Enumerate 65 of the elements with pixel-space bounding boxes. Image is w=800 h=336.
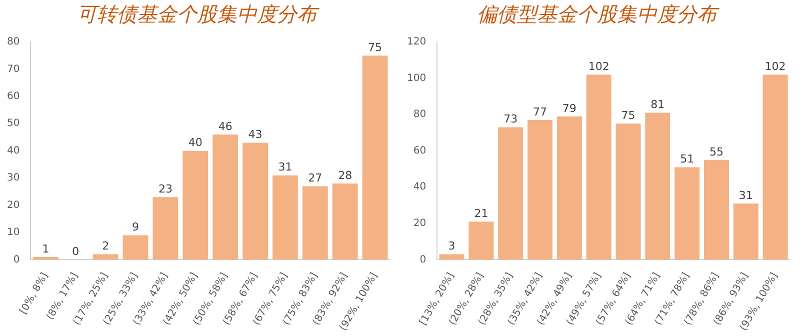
data-label: 102 — [588, 60, 610, 74]
bar — [92, 254, 118, 260]
bar — [468, 222, 494, 260]
bar — [362, 56, 388, 260]
bar — [674, 167, 700, 260]
y-tick-label: 100 — [406, 72, 426, 84]
data-label: 27 — [308, 172, 322, 185]
bar — [762, 74, 788, 260]
bar — [733, 203, 758, 260]
bar — [302, 186, 328, 260]
y-tick-label: 40 — [6, 145, 20, 156]
data-label: 79 — [562, 102, 576, 115]
data-label: 23 — [158, 182, 172, 196]
data-label: 1 — [42, 242, 50, 256]
bar — [212, 134, 238, 260]
data-label: 75 — [368, 40, 382, 54]
y-tick-label: 0 — [13, 254, 20, 266]
y-tick-label: 80 — [413, 109, 426, 120]
y-tick-label: 40 — [413, 182, 426, 193]
bar — [332, 184, 358, 260]
y-tick-label: 50 — [6, 118, 20, 130]
bar — [616, 124, 641, 260]
data-label: 51 — [680, 152, 694, 166]
bar — [528, 120, 553, 260]
data-label: 2 — [102, 240, 110, 253]
data-label: 3 — [448, 240, 456, 253]
y-tick-label: 70 — [6, 64, 20, 75]
y-tick-label: 20 — [413, 218, 426, 230]
chart-title: 偏债型基金个股集中度分布 — [477, 2, 720, 26]
bar — [32, 257, 58, 260]
y-tick-label: 0 — [420, 254, 426, 266]
data-label: 55 — [709, 145, 724, 158]
y-tick-label: 20 — [6, 200, 20, 211]
bar — [242, 142, 268, 260]
bar — [152, 197, 178, 260]
y-tick-label: 60 — [413, 145, 426, 156]
y-tick-label: 80 — [6, 36, 20, 48]
data-label: 9 — [132, 220, 140, 234]
data-label: 75 — [621, 109, 636, 122]
bar — [586, 74, 612, 260]
data-label: 43 — [248, 128, 262, 142]
bar — [182, 150, 208, 260]
bar — [272, 175, 298, 260]
data-label: 21 — [474, 206, 488, 220]
y-tick-label: 30 — [6, 172, 20, 184]
bar — [439, 254, 464, 260]
bar — [122, 235, 148, 260]
data-label: 31 — [278, 160, 292, 174]
bar — [704, 160, 729, 260]
y-tick-label: 120 — [406, 36, 426, 48]
data-label: 31 — [738, 188, 753, 202]
data-label: 28 — [338, 168, 352, 182]
data-label: 73 — [504, 112, 518, 126]
y-tick-label: 10 — [6, 227, 20, 238]
bar — [556, 116, 582, 260]
data-label: 81 — [650, 98, 665, 112]
y-tick-label: 60 — [6, 91, 20, 102]
chart-title: 可转债基金个股集中度分布 — [77, 2, 320, 26]
data-label: 0 — [72, 245, 80, 258]
data-label: 40 — [188, 136, 202, 150]
data-label: 46 — [218, 120, 232, 133]
data-label: 77 — [533, 105, 548, 118]
data-label: 102 — [764, 60, 786, 74]
bar — [645, 112, 670, 260]
bar — [498, 127, 524, 260]
